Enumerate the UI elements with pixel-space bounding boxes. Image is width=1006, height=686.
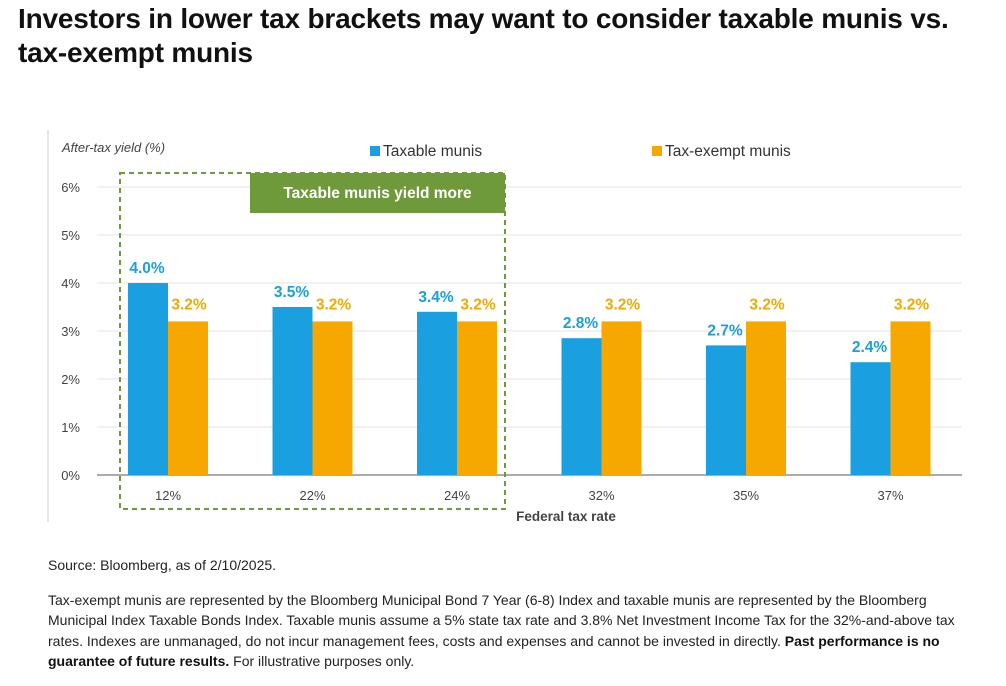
data-label: 3.2% bbox=[605, 296, 641, 313]
bar bbox=[601, 321, 642, 475]
legend-swatch bbox=[370, 146, 380, 156]
legend-label: Tax-exempt munis bbox=[665, 143, 791, 160]
bar bbox=[168, 321, 208, 475]
bar bbox=[746, 321, 786, 475]
data-label: 4.0% bbox=[129, 260, 165, 277]
data-label: 2.8% bbox=[563, 315, 599, 332]
footnote: Tax-exempt munis are represented by the … bbox=[48, 590, 968, 672]
bar bbox=[890, 321, 931, 475]
bar bbox=[272, 307, 313, 475]
legend-label: Taxable munis bbox=[383, 143, 482, 160]
bar bbox=[561, 338, 602, 475]
x-tick-label: 32% bbox=[588, 488, 614, 503]
data-label: 3.2% bbox=[749, 296, 785, 313]
y-tick-label: 6% bbox=[61, 180, 80, 195]
bar bbox=[706, 345, 746, 475]
x-tick-label: 24% bbox=[444, 488, 470, 503]
data-label: 3.2% bbox=[894, 296, 930, 313]
footnote-disclaimer: Past performance is no guarantee of futu… bbox=[48, 632, 940, 670]
x-axis-title: Federal tax rate bbox=[516, 509, 616, 524]
chart-svg: 0% 1% 2% 3% 4% 5% 6% After-tax yield (%) Taxable… bbox=[47, 130, 962, 524]
highlight-banner bbox=[250, 173, 505, 213]
legend-swatch bbox=[652, 146, 662, 156]
bar bbox=[850, 362, 891, 475]
data-label: 3.2% bbox=[171, 296, 207, 313]
x-tick-label: 12% bbox=[155, 488, 181, 503]
data-label: 3.5% bbox=[274, 284, 310, 301]
page-title: Investors in lower tax brackets may want… bbox=[18, 3, 949, 68]
bar bbox=[417, 311, 457, 475]
bar bbox=[128, 283, 168, 475]
data-label: 2.4% bbox=[852, 339, 888, 356]
source-note: Source: Bloomberg, as of 2/10/2025. bbox=[48, 557, 277, 573]
bar bbox=[312, 321, 353, 475]
bar bbox=[457, 321, 497, 475]
y-tick-label: 1% bbox=[61, 420, 80, 435]
y-tick-label: 3% bbox=[61, 324, 80, 339]
y-tick-label: 4% bbox=[61, 276, 80, 291]
highlight-label: Taxable munis yield more bbox=[283, 185, 472, 202]
y-tick-label: 0% bbox=[61, 468, 80, 483]
x-tick-label: 35% bbox=[733, 488, 759, 503]
data-label: 3.4% bbox=[418, 289, 454, 306]
y-axis-title: After-tax yield (%) bbox=[61, 140, 165, 155]
x-tick-label: 37% bbox=[877, 488, 903, 503]
y-tick-label: 5% bbox=[61, 228, 80, 243]
footnote-tail: For illustrative purposes only. bbox=[233, 653, 415, 670]
data-label: 3.2% bbox=[460, 296, 496, 313]
bar-chart: 0% 1% 2% 3% 4% 5% 6% After-tax yield (%) Taxable… bbox=[0, 120, 1006, 530]
x-tick-label: 22% bbox=[299, 488, 325, 503]
data-label: 3.2% bbox=[316, 296, 352, 313]
footnote-text: Tax-exempt munis are represented by the … bbox=[48, 592, 955, 649]
y-tick-label: 2% bbox=[61, 372, 80, 387]
data-label: 2.7% bbox=[707, 322, 743, 339]
